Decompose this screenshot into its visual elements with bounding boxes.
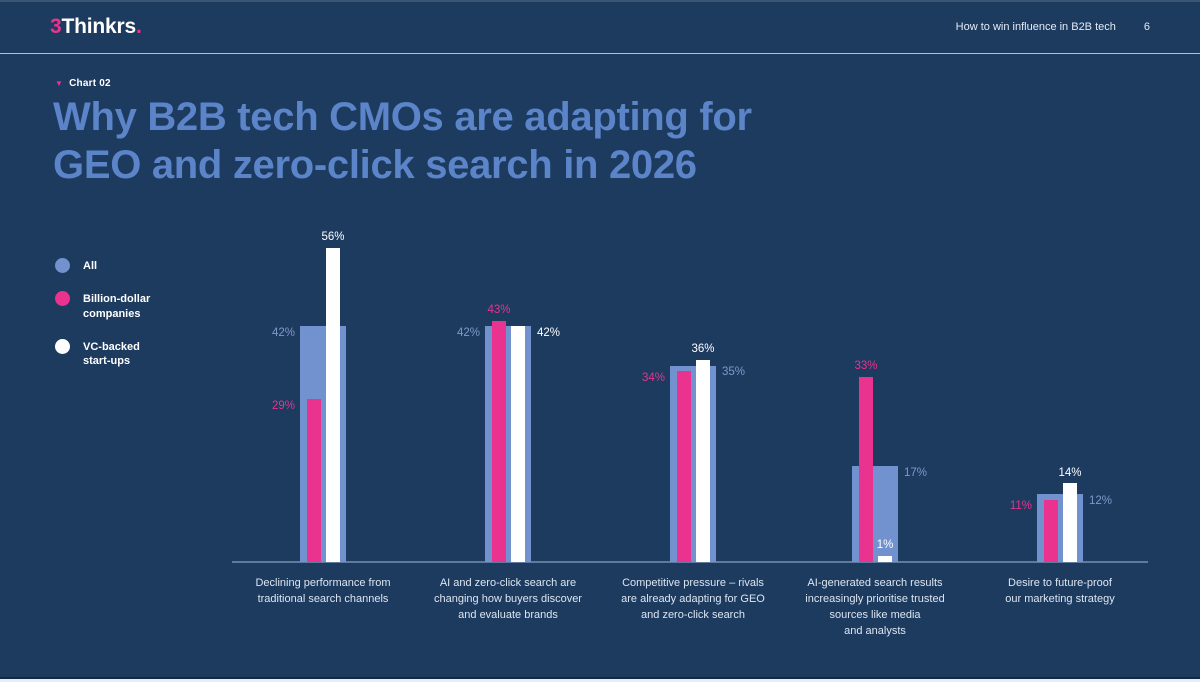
- value-label-vc-2: 42%: [537, 326, 561, 339]
- value-label-vc-3: 36%: [691, 343, 715, 356]
- chart-legend: All Billion-dollar companies VC-backed s…: [55, 258, 150, 386]
- legend-swatch-vc: [55, 338, 70, 354]
- value-label-all-2: 42%: [456, 326, 480, 339]
- page-bottom-line: [0, 677, 1200, 679]
- bar-vc-3: [696, 359, 710, 562]
- legend-label-all: All: [83, 260, 98, 272]
- bar-billion-3: [677, 371, 691, 562]
- legend-item-vc: VC-backed start-ups: [55, 338, 150, 370]
- header-meta: How to win influence in B2B tech 6: [956, 21, 1150, 33]
- value-label-all-3: 35%: [722, 366, 746, 378]
- value-label-all-1: 42%: [271, 326, 295, 339]
- slide-top-edge: [0, 0, 1200, 2]
- slide-title: Why B2B tech CMOs are adapting for GEO a…: [53, 95, 752, 187]
- triangle-marker-icon: ▼: [55, 78, 64, 88]
- value-label-vc-1: 56%: [321, 231, 345, 244]
- category-label-1: Declining performance from traditional s…: [255, 577, 391, 605]
- bar-billion-1: [307, 399, 321, 562]
- chart-eyebrow-label: Chart 02: [69, 78, 111, 89]
- value-label-all-4: 17%: [904, 466, 928, 479]
- brand-logo: 3Thinkrs.: [50, 15, 142, 39]
- category-label-2: AI and zero-click search are changing ho…: [434, 577, 582, 621]
- category-label-5: Desire to future-proof our marketing str…: [1005, 577, 1115, 605]
- page-number: 6: [1143, 20, 1150, 33]
- chart-eyebrow: ▼ Chart 02: [55, 78, 111, 89]
- brand-name: Thinkrs: [61, 14, 136, 38]
- bar-vc-2: [511, 326, 525, 562]
- legend-label-billion: Billion-dollar companies: [83, 292, 151, 320]
- bar-vc-4: [878, 555, 892, 562]
- value-label-all-5: 12%: [1089, 494, 1113, 507]
- value-label-billion-3: 34%: [641, 371, 665, 384]
- legend-item-all: All: [55, 258, 150, 274]
- value-label-vc-4: 1%: [876, 539, 894, 552]
- x-axis-line: [232, 561, 1148, 563]
- legend-label-vc: VC-backed start-ups: [83, 340, 140, 368]
- value-label-billion-4: 33%: [854, 360, 878, 373]
- legend-swatch-billion: [55, 290, 70, 306]
- value-label-billion-2: 43%: [487, 304, 511, 317]
- header: 3Thinkrs. How to win influence in B2B te…: [0, 0, 1200, 54]
- category-label-4: AI-generated search results increasingly…: [805, 577, 945, 637]
- value-label-billion-5: 11%: [1009, 500, 1032, 513]
- value-label-vc-5: 14%: [1058, 466, 1082, 479]
- bar-billion-5: [1044, 499, 1058, 562]
- legend-swatch-all: [55, 258, 70, 273]
- doc-title: How to win influence in B2B tech: [955, 20, 1116, 33]
- brand-dot: .: [135, 14, 142, 38]
- bar-vc-1: [326, 247, 340, 562]
- value-label-billion-1: 29%: [271, 399, 295, 412]
- category-label-3: Competitive pressure – rivals are alread…: [621, 577, 765, 621]
- legend-item-billion: Billion-dollar companies: [55, 290, 151, 322]
- bar-billion-2: [492, 320, 506, 562]
- bar-vc-5: [1063, 483, 1077, 562]
- page-bottom-edge: [0, 679, 1200, 682]
- bar-billion-4: [859, 376, 873, 562]
- brand-prefix: 3: [50, 14, 62, 38]
